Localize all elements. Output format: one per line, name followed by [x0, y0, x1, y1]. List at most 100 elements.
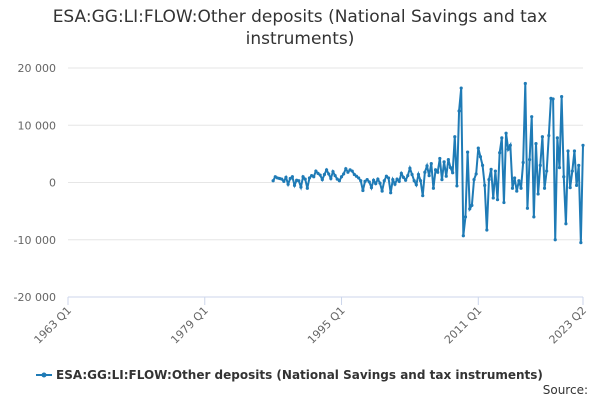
data-point [500, 136, 504, 140]
data-point [525, 206, 530, 210]
data-point [339, 175, 344, 179]
data-point [329, 176, 333, 181]
data-point [312, 175, 316, 179]
data-point [542, 186, 547, 190]
data-point [502, 200, 506, 205]
data-point [389, 191, 393, 195]
data-point [429, 162, 433, 166]
data-point [506, 147, 510, 151]
data-point [357, 176, 361, 180]
data-line [272, 83, 584, 243]
data-point [307, 176, 312, 180]
data-point [513, 176, 517, 180]
data-point [461, 234, 465, 238]
data-point [301, 175, 305, 179]
data-point [333, 174, 337, 178]
data-point [457, 109, 461, 113]
data-point [517, 179, 521, 183]
data-point [444, 174, 448, 178]
x-tick-label: 1995 Q1 [305, 304, 348, 347]
data-point [459, 86, 463, 90]
data-point [280, 177, 284, 181]
chart-title: ESA:GG:LI:FLOW:Other deposits (National … [52, 7, 548, 49]
data-point [271, 179, 275, 183]
data-point [318, 173, 322, 177]
legend-label: ESA:GG:LI:FLOW:Other deposits (National … [56, 368, 543, 382]
data-point [466, 150, 470, 154]
data-point [438, 156, 442, 161]
data-point [391, 178, 395, 182]
data-point [374, 182, 378, 186]
data-point [532, 215, 536, 219]
data-point [555, 136, 559, 140]
data-point [327, 172, 331, 176]
data-point [367, 180, 371, 184]
data-point [322, 172, 327, 177]
data-point [476, 146, 480, 150]
data-point [577, 163, 581, 167]
data-point [566, 149, 570, 153]
data-point [491, 196, 495, 200]
data-point [472, 178, 476, 182]
data-point [468, 207, 472, 211]
data-point [493, 169, 497, 173]
x-tick-label: 1963 Q1 [32, 304, 75, 347]
data-point [463, 215, 468, 219]
data-point [286, 182, 290, 186]
data-point [354, 174, 359, 178]
data-point [523, 81, 527, 86]
data-point [414, 183, 418, 187]
y-tick-label: 10 000 [18, 119, 57, 132]
data-point [305, 186, 309, 190]
data-point [527, 158, 532, 162]
data-point [423, 170, 427, 174]
data-point [384, 174, 389, 178]
data-point [284, 175, 288, 179]
data-point [282, 179, 286, 183]
data-point [371, 178, 376, 182]
data-point [504, 131, 508, 135]
data-point [498, 151, 502, 155]
data-point [416, 172, 421, 177]
data-point [536, 192, 540, 196]
data-point [431, 186, 436, 190]
data-point [521, 160, 525, 165]
data-point [314, 169, 318, 173]
data-point [508, 143, 512, 147]
x-tick-label: 2011 Q1 [442, 304, 485, 347]
data-point [406, 174, 410, 178]
data-point [386, 176, 391, 180]
data-point [495, 198, 500, 202]
data-point [483, 183, 487, 187]
data-point [478, 155, 483, 159]
data-point [448, 166, 453, 170]
data-point [564, 222, 568, 226]
data-point [515, 189, 519, 193]
data-point [378, 181, 382, 185]
data-point [331, 170, 335, 174]
data-point [553, 238, 557, 242]
data-point [534, 141, 538, 146]
data-point [562, 175, 566, 179]
data-point [299, 185, 303, 189]
x-tick-label: 2023 Q2 [547, 304, 590, 347]
data-point [359, 179, 363, 183]
data-point [382, 179, 386, 183]
data-point [335, 177, 339, 181]
data-point [337, 179, 341, 183]
y-tick-label: 20 000 [18, 62, 57, 75]
data-point [540, 135, 544, 139]
data-point [401, 175, 406, 179]
data-point [395, 177, 399, 181]
data-point [453, 135, 457, 139]
data-point [427, 174, 431, 178]
data-point [547, 133, 551, 138]
data-point [530, 115, 534, 119]
data-point [551, 97, 555, 101]
data-point [408, 166, 412, 170]
data-point [568, 186, 572, 190]
data-point [320, 178, 324, 182]
y-tick-label: -10 000 [14, 234, 56, 247]
data-point [352, 172, 356, 177]
